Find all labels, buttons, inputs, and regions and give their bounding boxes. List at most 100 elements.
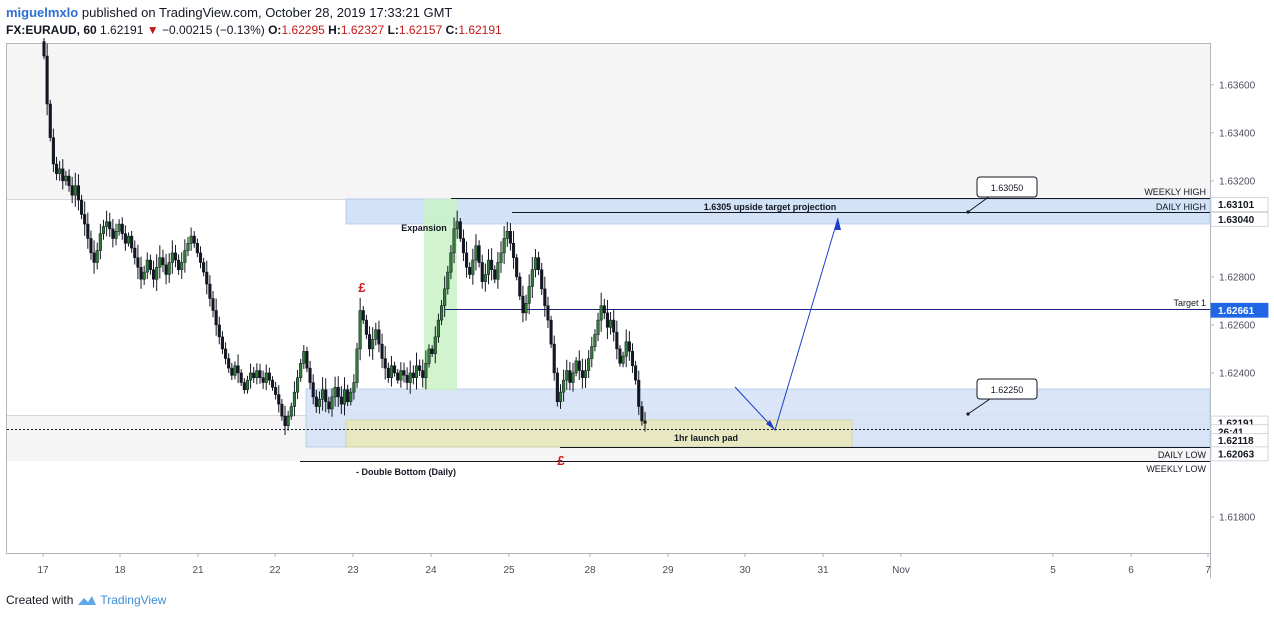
projection-arrow-head-high <box>834 218 841 230</box>
callout-high: 1.63050 <box>966 176 1038 214</box>
low-label: L: <box>387 23 399 37</box>
candle-body <box>449 252 453 273</box>
candle-body <box>242 382 246 390</box>
candle-body <box>565 370 569 381</box>
candle-body <box>289 406 293 417</box>
candle-body <box>155 267 159 280</box>
candle-body <box>552 343 556 374</box>
candle-body <box>386 367 390 378</box>
candle-body <box>208 283 212 299</box>
candle-body <box>446 271 450 290</box>
candle-body <box>261 377 265 383</box>
candle-body <box>358 310 362 350</box>
callout-low: 1.62250 <box>966 378 1038 416</box>
time-axis[interactable]: 17 18 21 22 23 24 25 28 29 30 31 Nov 5 6 7 <box>37 553 1211 576</box>
weekly-range-zone-top <box>7 44 1210 199</box>
candle-body <box>227 358 231 369</box>
candle-body <box>305 351 309 369</box>
candle-body <box>233 365 237 376</box>
price-tag-label: 1.63101 <box>1218 200 1255 211</box>
candle-body <box>361 310 365 321</box>
candle-body <box>123 233 127 244</box>
candle-body <box>267 372 271 381</box>
footer: Created with TradingView <box>6 593 166 607</box>
candle-body <box>346 389 350 402</box>
candle-body <box>117 223 121 232</box>
tradingview-link[interactable]: TradingView <box>100 593 167 607</box>
candle-body <box>393 365 397 374</box>
candle-body <box>283 415 287 427</box>
candle-body <box>217 324 221 338</box>
candle-body <box>342 389 347 405</box>
candle-body <box>630 351 635 366</box>
high-label: H: <box>328 23 341 37</box>
price-tag-box <box>1210 302 1269 318</box>
author-name[interactable]: miguelmxlo <box>6 5 79 20</box>
candle-body <box>455 221 459 230</box>
candle-body <box>230 367 234 376</box>
candle-body <box>317 399 322 407</box>
candle-body <box>399 370 403 381</box>
candle-body <box>126 235 131 244</box>
x-tick-label: 7 <box>1205 565 1211 576</box>
candle-body <box>145 259 149 273</box>
candle-body <box>521 295 525 314</box>
candle-body <box>546 305 550 321</box>
candle-body <box>54 163 59 174</box>
candle-body <box>258 370 262 378</box>
candle-body <box>280 403 284 417</box>
y-tick-label: 1.62600 <box>1219 320 1256 331</box>
candle-body <box>396 372 400 381</box>
candle-body <box>70 185 74 196</box>
pound-marker-top: £ <box>358 280 366 295</box>
level-label-daily-high: DAILY HIGH <box>1156 202 1206 212</box>
candle-body <box>508 231 512 244</box>
down-arrow-icon: ▼ <box>146 23 159 37</box>
x-tick-label: 24 <box>425 565 437 576</box>
candle-body <box>458 221 462 239</box>
launch-pad-zone <box>345 419 853 448</box>
y-tick-label: 1.61800 <box>1219 512 1256 523</box>
candle-body <box>643 420 647 424</box>
price-tag-label: 1.62118 <box>1218 436 1254 447</box>
candle-body <box>558 391 563 402</box>
candle-body <box>414 365 419 378</box>
close-value: 1.62191 <box>458 23 502 37</box>
y-tick-label: 1.63400 <box>1219 128 1256 139</box>
symbol-name: FX:EURAUD, 60 <box>6 23 97 37</box>
candle-body <box>627 341 631 352</box>
candle-body <box>339 396 343 405</box>
candle-body <box>183 250 187 263</box>
candle-body <box>80 199 84 215</box>
candle-body <box>527 286 531 304</box>
candle-body <box>371 339 375 350</box>
high-value: 1.62327 <box>340 23 385 37</box>
candle-body <box>436 319 440 338</box>
candle-body <box>95 250 99 263</box>
candle-body <box>321 389 325 400</box>
candle-body <box>367 334 372 350</box>
candle-body <box>599 305 603 321</box>
candle-body <box>139 267 143 280</box>
candle-body <box>170 252 174 263</box>
candle-body <box>249 372 253 381</box>
candle-body <box>336 387 340 398</box>
price-axis[interactable]: 1.61800 1.62400 1.62600 1.62800 1.63200 1.634… <box>1210 80 1256 523</box>
tradingview-logo-icon[interactable] <box>77 594 97 606</box>
candle-body <box>612 319 616 333</box>
price-tag-label: 1.62191 <box>1218 419 1255 430</box>
candle-body <box>98 233 102 251</box>
candle-body <box>264 372 268 383</box>
candle-body <box>64 175 68 182</box>
level-label-weekly-high: WEEKLY HIGH <box>1144 187 1206 197</box>
candle-body <box>427 348 431 364</box>
candle-body <box>255 370 259 378</box>
candle-body <box>511 243 516 258</box>
candle-body <box>73 185 77 196</box>
candle-body <box>192 235 196 244</box>
candle-body <box>540 269 544 290</box>
candle-body <box>493 269 497 280</box>
close-label: C: <box>445 23 459 37</box>
pound-marker-bottom: £ <box>557 453 565 468</box>
